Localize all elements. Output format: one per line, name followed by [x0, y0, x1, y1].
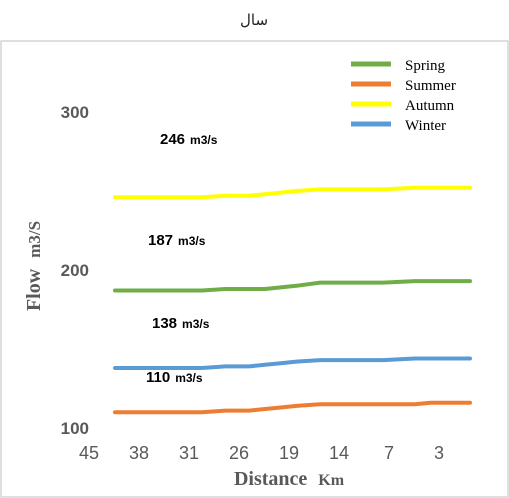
annotation-unit: m3/s	[190, 133, 218, 147]
annotation-value: 246	[160, 131, 185, 148]
annotation-unit: m3/s	[178, 234, 206, 248]
value-annotations: 246 m3/s 187 m3/s 138 m3/s 110 m3/s	[146, 131, 218, 386]
annotation-value: 138	[152, 315, 177, 332]
y-tick-labels: 100 200 300	[61, 103, 89, 438]
annotation-value: 187	[148, 232, 173, 249]
legend-label-spring: Spring	[405, 58, 446, 74]
legend: Spring Summer Autumn Winter	[351, 58, 456, 134]
series-line-autumn	[113, 185, 472, 200]
chart-border	[0, 40, 509, 498]
x-tick-labels: 45 38 31 26 19 14 7 3	[79, 443, 444, 463]
x-axis-title-unit: Km	[318, 472, 344, 489]
y-axis-title-unit: m3/S	[25, 221, 44, 258]
series-line-winter	[113, 356, 472, 370]
x-tick-label: 3	[434, 443, 444, 463]
chart-title: سال	[240, 12, 268, 29]
annotation-unit: m3/s	[175, 371, 203, 385]
annotation-unit: m3/s	[182, 317, 210, 331]
x-tick-label: 14	[329, 443, 349, 463]
x-axis-title-main: Distance	[234, 468, 307, 490]
y-tick-label: 300	[61, 103, 89, 122]
x-tick-label: 45	[79, 443, 99, 463]
y-tick-label: 100	[61, 419, 89, 438]
x-tick-label: 7	[384, 443, 394, 463]
y-axis-title: Flow m3/S	[23, 221, 45, 311]
x-tick-label: 31	[179, 443, 199, 463]
series-line-summer	[113, 400, 472, 415]
x-tick-label: 26	[229, 443, 249, 463]
x-axis-title: Distance Km	[234, 468, 345, 490]
legend-label-autumn: Autumn	[405, 98, 455, 114]
legend-label-summer: Summer	[405, 78, 456, 94]
annotation-summer: 110 m3/s	[146, 369, 203, 386]
annotation-autumn: 246 m3/s	[160, 131, 218, 148]
y-tick-label: 200	[61, 261, 89, 280]
series-line-spring	[113, 279, 472, 293]
annotation-winter: 138 m3/s	[152, 315, 210, 332]
y-axis-title-main: Flow	[23, 268, 45, 311]
plot-area	[113, 185, 472, 415]
x-tick-label: 19	[279, 443, 299, 463]
annotation-value: 110	[146, 369, 170, 386]
x-tick-label: 38	[129, 443, 149, 463]
legend-label-winter: Winter	[405, 118, 446, 134]
annotation-spring: 187 m3/s	[148, 232, 206, 249]
